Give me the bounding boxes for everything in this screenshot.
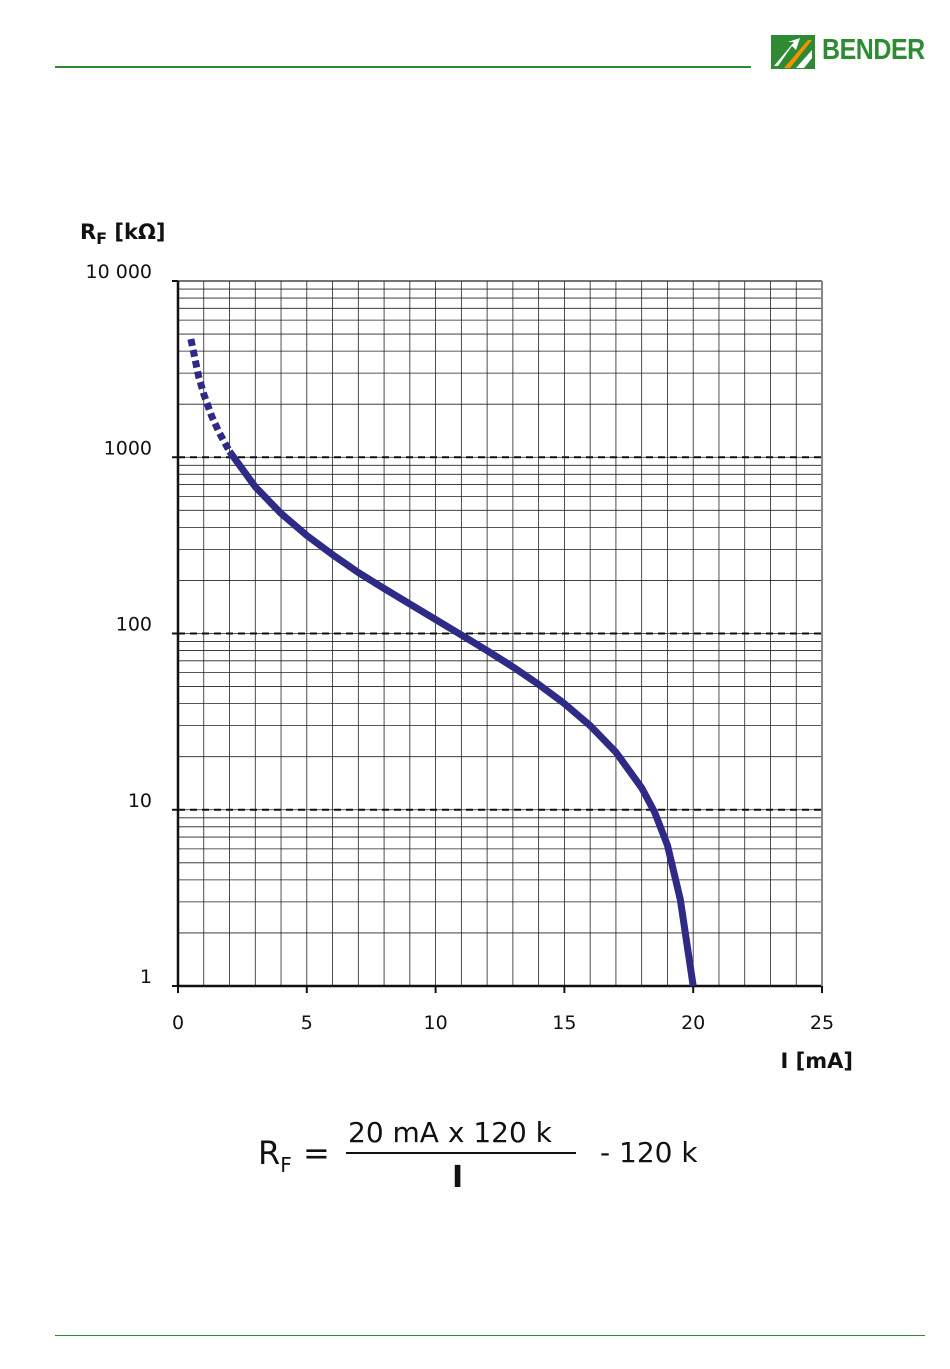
x-tick-label: 25 — [810, 1012, 834, 1034]
y-tick-label: 10 — [128, 790, 152, 812]
formula-denominator: I — [452, 1160, 464, 1195]
formula-subtract: - 120 k — [600, 1136, 698, 1169]
chart-grid — [178, 280, 823, 986]
formula-fraction-bar — [346, 1152, 576, 1154]
resistance-current-chart: 1 10 100 1000 10 000 0 5 10 15 20 25 RF [kΩ] I [mA… — [80, 220, 853, 1073]
formula-equals: = — [303, 1134, 330, 1172]
bender-logo-mark-icon — [771, 35, 815, 69]
formula-lhs: RF — [258, 1134, 292, 1177]
x-tick-label: 0 — [172, 1012, 184, 1034]
y-tick-label: 1000 — [104, 437, 152, 459]
chart-series — [187, 338, 697, 987]
y-tick-label: 10 000 — [86, 261, 152, 283]
formula-numerator: 20 mA x 120 k — [348, 1116, 552, 1149]
x-tick-label: 5 — [301, 1012, 313, 1034]
y-axis-label: RF [kΩ] — [80, 220, 165, 248]
x-tick-label: 15 — [552, 1012, 576, 1034]
series-line-measured — [226, 449, 697, 987]
chart-tick-labels: 1 10 100 1000 10 000 0 5 10 15 20 25 — [86, 261, 835, 1034]
x-tick-label: 10 — [424, 1012, 448, 1034]
chart-axis-labels: RF [kΩ] I [mA] — [80, 220, 853, 1073]
chart-axes — [172, 280, 823, 993]
y-tick-label: 100 — [116, 614, 152, 636]
bender-logo-text: BENDER — [822, 34, 925, 66]
footer-rule — [55, 1335, 925, 1336]
bender-logo: BENDER — [770, 32, 930, 72]
series-line-extrapolated — [187, 338, 233, 454]
x-tick-label: 20 — [681, 1012, 705, 1034]
y-tick-label: 1 — [140, 966, 152, 988]
header-rule — [55, 66, 751, 68]
x-axis-label: I [mA] — [781, 1049, 853, 1073]
